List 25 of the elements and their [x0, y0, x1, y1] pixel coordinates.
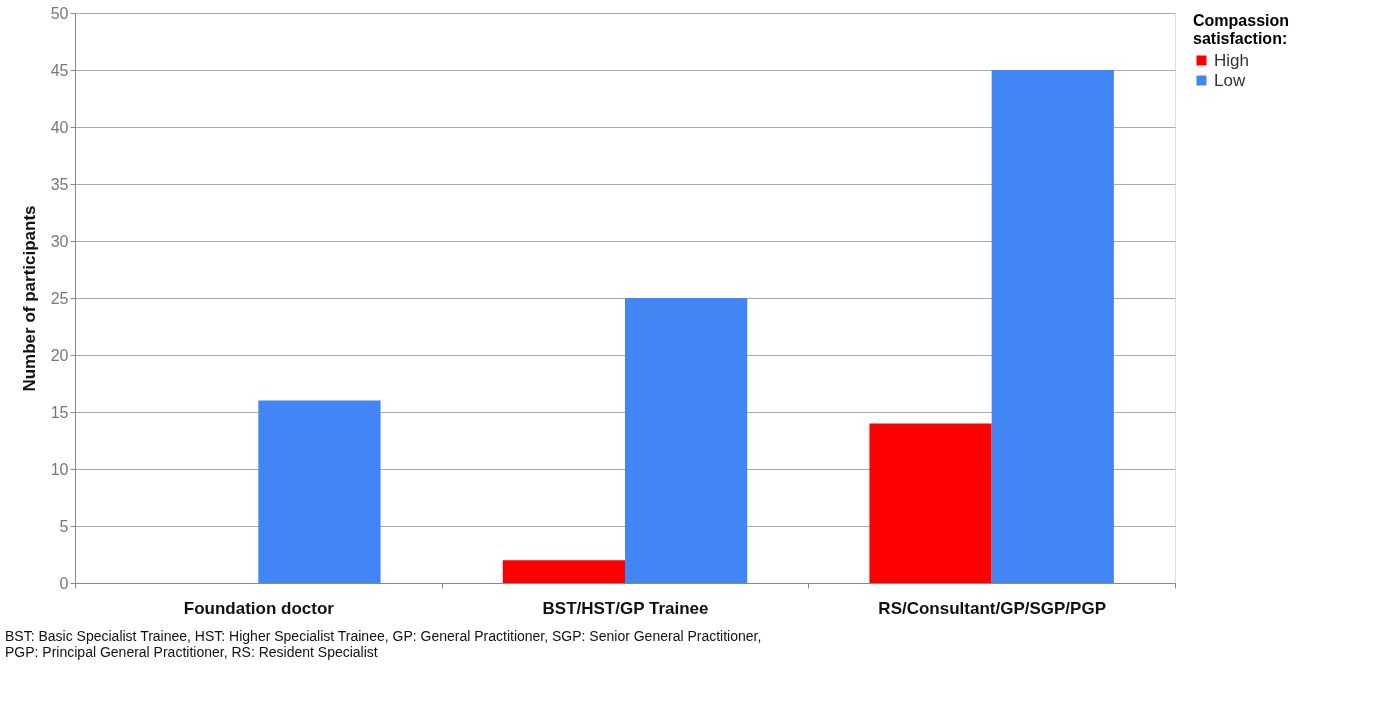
y-tick-label: 35	[50, 175, 69, 193]
bar	[625, 298, 748, 583]
legend-title: Compassion satisfaction:	[1193, 12, 1290, 47]
y-tick-label: 45	[50, 61, 69, 79]
y-tick-label: 15	[50, 403, 69, 421]
y-tick-label: 50	[50, 4, 69, 22]
bar	[991, 70, 1114, 583]
bar	[869, 423, 992, 583]
y-axis-title: Number of participants	[19, 205, 39, 392]
x-tick-label: RS/Consultant/GP/SGP/PGP	[878, 598, 1106, 618]
y-tick-label: 20	[50, 346, 69, 364]
x-tick-label: Foundation doctor	[183, 598, 335, 618]
y-tick-label: 30	[50, 232, 69, 250]
y-tick-label: 10	[50, 460, 69, 478]
bar	[502, 560, 625, 583]
text: BST: Basic Specialist Trainee, HST: Higher Specialist Trainee, GP: General Practitioner, SGP: Senior General Practitioner,	[5, 628, 762, 644]
bar	[258, 400, 381, 583]
y-tick-label: 5	[59, 517, 69, 535]
x-tick-label: BST/HST/GP Trainee	[542, 598, 709, 618]
y-tick-label: 40	[50, 118, 69, 136]
y-tick-label: 0	[59, 574, 69, 592]
y-tick-label: 25	[50, 289, 69, 307]
text: PGP: Principal General Practitioner, RS: Resident Specialist	[5, 644, 378, 660]
legend-label: High	[1214, 50, 1249, 70]
legend-label: Low	[1214, 70, 1246, 90]
